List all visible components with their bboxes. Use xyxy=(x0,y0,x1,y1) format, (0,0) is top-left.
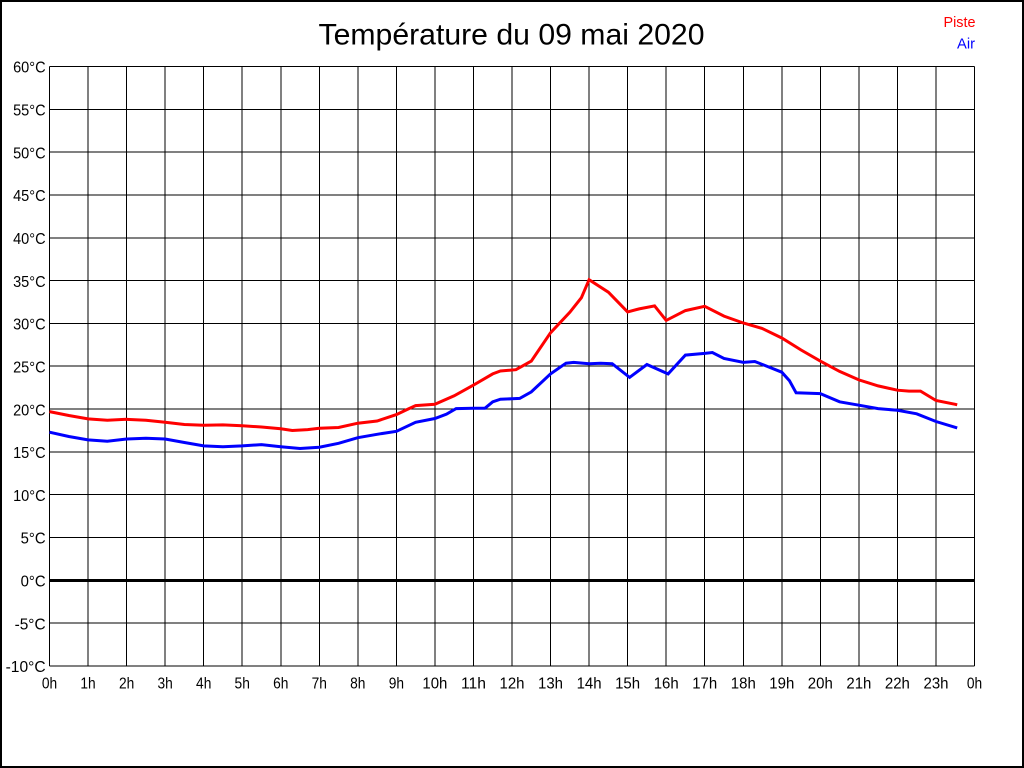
svg-text:14h: 14h xyxy=(577,676,602,693)
svg-text:-5°C: -5°C xyxy=(15,616,46,633)
svg-text:20h: 20h xyxy=(808,676,833,693)
svg-text:60°C: 60°C xyxy=(13,60,46,77)
svg-text:17h: 17h xyxy=(692,676,717,693)
svg-text:7h: 7h xyxy=(312,676,327,693)
svg-text:0°C: 0°C xyxy=(21,574,46,591)
svg-text:0h: 0h xyxy=(42,676,57,693)
svg-text:20°C: 20°C xyxy=(13,402,46,419)
svg-text:Air: Air xyxy=(957,36,975,53)
svg-text:19h: 19h xyxy=(769,676,794,693)
svg-text:-10°C: -10°C xyxy=(6,659,46,676)
svg-text:5°C: 5°C xyxy=(21,531,46,548)
svg-text:45°C: 45°C xyxy=(13,188,46,205)
svg-text:12h: 12h xyxy=(500,676,525,693)
svg-text:15h: 15h xyxy=(615,676,640,693)
svg-text:11h: 11h xyxy=(461,676,486,693)
svg-text:10h: 10h xyxy=(422,676,447,693)
svg-text:Température du 09 mai 2020: Température du 09 mai 2020 xyxy=(319,18,705,51)
svg-text:35°C: 35°C xyxy=(13,274,46,291)
svg-text:18h: 18h xyxy=(731,676,756,693)
svg-text:22h: 22h xyxy=(885,676,910,693)
svg-text:4h: 4h xyxy=(196,676,211,693)
svg-text:6h: 6h xyxy=(273,676,288,693)
svg-text:55°C: 55°C xyxy=(13,103,46,120)
svg-text:3h: 3h xyxy=(157,676,172,693)
svg-text:30°C: 30°C xyxy=(13,317,46,334)
svg-text:2h: 2h xyxy=(119,676,134,693)
svg-text:16h: 16h xyxy=(654,676,679,693)
svg-text:10°C: 10°C xyxy=(13,488,46,505)
svg-text:8h: 8h xyxy=(350,676,365,693)
svg-text:1h: 1h xyxy=(80,676,95,693)
svg-text:23h: 23h xyxy=(924,676,949,693)
svg-text:40°C: 40°C xyxy=(13,231,46,248)
svg-text:21h: 21h xyxy=(846,676,871,693)
svg-text:5h: 5h xyxy=(235,676,250,693)
svg-text:25°C: 25°C xyxy=(13,359,46,376)
svg-text:0h: 0h xyxy=(967,676,982,693)
svg-text:15°C: 15°C xyxy=(13,445,46,462)
svg-text:Piste: Piste xyxy=(944,14,976,31)
svg-text:9h: 9h xyxy=(389,676,404,693)
svg-text:13h: 13h xyxy=(538,676,563,693)
svg-text:50°C: 50°C xyxy=(13,145,46,162)
